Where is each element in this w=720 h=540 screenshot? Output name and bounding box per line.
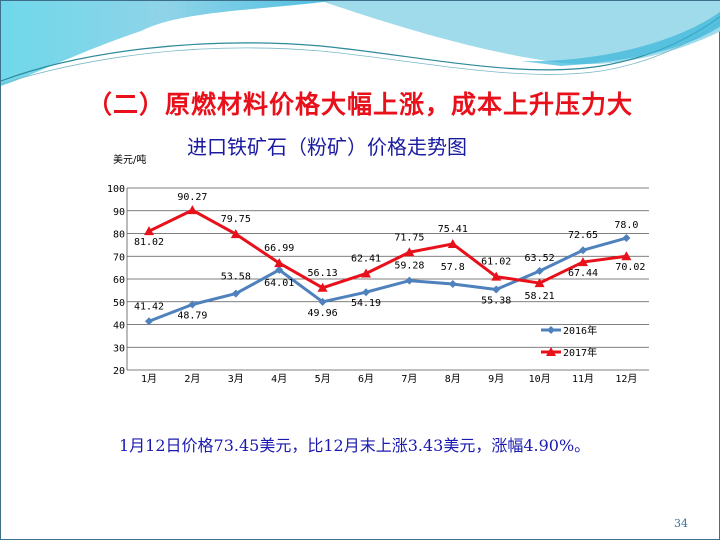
legend-label: 2017年 — [563, 346, 597, 359]
x-tick-label: 1月 — [141, 373, 157, 385]
data-label: 64.01 — [264, 278, 294, 289]
series-line-2017年 — [148, 208, 627, 290]
legend-marker — [546, 347, 556, 356]
x-tick-label: 6月 — [358, 373, 374, 385]
line-chart: 20 30 40 50 60 70 80 90 100 1月 2月 3月 4月 5月 6月 7月 8月 9月 10月… — [107, 184, 649, 385]
data-point-marker — [188, 300, 197, 309]
y-tick-label: 70 — [113, 252, 125, 263]
data-label: 53.58 — [221, 272, 251, 283]
data-label: 59.28 — [394, 261, 424, 272]
y-axis-unit: 美元/吨 — [113, 155, 147, 166]
data-point-marker — [491, 271, 502, 281]
data-label: 62.41 — [351, 254, 381, 265]
page-number: 34 — [674, 517, 688, 530]
x-tick-label: 12月 — [615, 373, 637, 385]
data-point-marker — [448, 280, 457, 289]
data-label: 61.02 — [481, 257, 511, 268]
data-point-marker — [405, 276, 414, 285]
data-point-marker — [621, 251, 632, 261]
x-tick-label: 2月 — [184, 373, 200, 385]
y-tick-label: 60 — [113, 275, 125, 286]
data-label: 79.75 — [221, 214, 251, 225]
data-point-marker — [404, 247, 415, 257]
data-label: 72.65 — [568, 230, 598, 241]
data-point-marker — [579, 246, 587, 255]
y-tick-label: 30 — [113, 343, 125, 354]
data-label: 67.44 — [568, 268, 598, 279]
y-tick-label: 100 — [107, 184, 125, 195]
data-point-marker — [534, 278, 545, 288]
series-line-2016年 — [148, 236, 627, 323]
data-point-marker — [362, 288, 370, 297]
data-point-marker — [231, 289, 240, 298]
data-point-marker — [578, 257, 588, 267]
y-tick-label: 40 — [113, 321, 125, 332]
y-tick-label: 80 — [113, 230, 125, 241]
y-tick-label: 20 — [113, 366, 125, 377]
price-note: 1月12日价格73.45美元，比12月末上涨3.43美元，涨幅4.90%。 — [119, 436, 591, 455]
data-point-marker — [492, 285, 501, 294]
data-label: 57.8 — [441, 262, 465, 273]
x-tick-label: 8月 — [445, 373, 461, 385]
header-wave-banner — [1, 1, 720, 86]
data-label: 48.79 — [177, 311, 207, 322]
slide-title: （二）原燃材料价格大幅上涨，成本上升压力大 — [87, 90, 634, 119]
y-tick-label: 50 — [113, 298, 125, 309]
data-point-marker — [622, 234, 631, 243]
data-point-marker — [318, 297, 327, 306]
data-label: 49.96 — [308, 308, 338, 319]
chart-title: 进口铁矿石（粉矿）价格走势图 — [187, 135, 467, 159]
data-label: 66.99 — [264, 243, 294, 254]
data-label: 54.19 — [351, 298, 381, 309]
x-tick-label: 9月 — [488, 373, 504, 385]
data-label: 58.21 — [525, 291, 555, 302]
x-tick-label: 4月 — [271, 373, 287, 385]
x-tick-label: 5月 — [315, 373, 331, 385]
data-label: 78.0 — [614, 220, 638, 231]
data-point-marker — [144, 226, 154, 236]
data-point-marker — [145, 317, 153, 326]
data-label: 63.52 — [525, 253, 555, 264]
data-label: 90.27 — [177, 192, 207, 203]
x-tick-label: 3月 — [228, 373, 244, 385]
x-tick-label: 10月 — [529, 373, 551, 385]
y-tick-label: 90 — [113, 207, 125, 218]
data-point-marker — [275, 265, 284, 274]
data-point-marker — [230, 229, 241, 239]
data-point-marker — [447, 238, 458, 248]
data-label: 71.75 — [394, 232, 424, 243]
data-label: 81.02 — [134, 237, 164, 248]
data-label: 41.42 — [134, 301, 164, 312]
data-label: 70.02 — [615, 262, 645, 273]
x-tick-label: 7月 — [401, 373, 417, 385]
data-point-marker — [274, 258, 285, 268]
data-point-marker — [361, 268, 371, 278]
data-label: 55.38 — [481, 296, 511, 307]
data-point-marker — [317, 282, 328, 292]
data-label: 56.13 — [308, 268, 338, 279]
legend-label: 2016年 — [563, 324, 597, 337]
data-point-marker — [535, 266, 544, 275]
data-point-marker — [187, 205, 198, 215]
legend-marker — [547, 326, 555, 334]
x-tick-label: 11月 — [572, 373, 594, 385]
data-label: 75.41 — [438, 224, 468, 235]
